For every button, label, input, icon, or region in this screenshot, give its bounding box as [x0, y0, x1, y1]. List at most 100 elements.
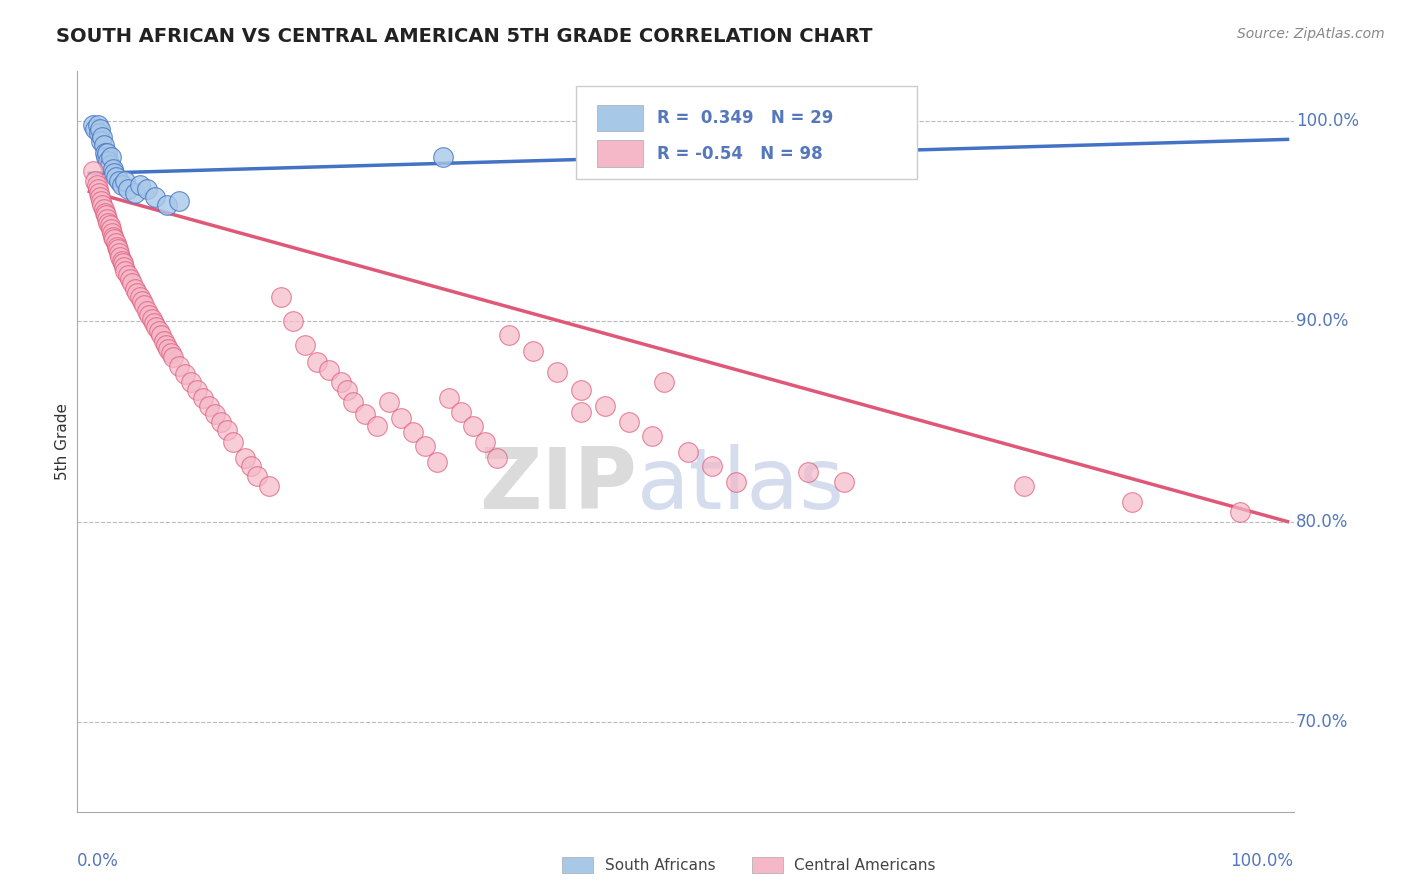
Point [97, 154, 120, 169]
Point [94, 209, 117, 223]
Point [117, 182, 139, 196]
Point [84, 122, 107, 136]
Text: atlas: atlas [637, 444, 845, 527]
Point [145, 320, 167, 334]
Point [522, 344, 544, 359]
Point [485, 450, 508, 465]
Point [157, 343, 180, 357]
Text: ZIP: ZIP [479, 444, 637, 527]
Point [305, 354, 328, 368]
Point [107, 243, 129, 257]
Point [569, 404, 592, 418]
Point [198, 399, 221, 413]
Point [222, 434, 245, 449]
Point [281, 314, 304, 328]
Point [257, 478, 280, 492]
Point [131, 294, 153, 309]
Point [89, 190, 111, 204]
Point [138, 309, 160, 323]
Text: R = -0.54   N = 98: R = -0.54 N = 98 [658, 145, 823, 162]
FancyBboxPatch shape [576, 87, 917, 178]
Point [128, 290, 150, 304]
Point [832, 475, 855, 489]
Text: 90.0%: 90.0% [1296, 312, 1348, 330]
Point [167, 194, 190, 209]
Point [174, 367, 197, 381]
Point [104, 170, 127, 185]
Text: 70.0%: 70.0% [1296, 713, 1348, 731]
Point [1121, 494, 1143, 508]
Point [641, 428, 664, 442]
Point [87, 127, 110, 141]
Point [1229, 505, 1251, 519]
Point [318, 362, 340, 376]
Point [233, 450, 256, 465]
Point [128, 178, 150, 193]
Point [155, 338, 177, 352]
Point [546, 364, 568, 378]
Point [96, 146, 118, 161]
Y-axis label: 5th Grade: 5th Grade [55, 403, 70, 480]
Point [105, 240, 128, 254]
Point [498, 328, 520, 343]
Point [100, 150, 122, 164]
Point [432, 150, 454, 164]
Text: 100.0%: 100.0% [1230, 853, 1294, 871]
Point [797, 465, 820, 479]
Point [329, 375, 352, 389]
Point [366, 418, 388, 433]
Point [114, 174, 136, 188]
Point [98, 158, 121, 172]
Point [378, 394, 401, 409]
Text: R =  0.349   N = 29: R = 0.349 N = 29 [658, 109, 834, 127]
Point [437, 391, 460, 405]
Point [1012, 478, 1035, 492]
FancyBboxPatch shape [596, 104, 643, 131]
Point [100, 222, 122, 236]
Point [246, 468, 269, 483]
Point [461, 418, 484, 433]
Point [108, 174, 131, 188]
Point [217, 423, 239, 437]
Point [134, 298, 156, 312]
Point [98, 219, 121, 233]
Point [111, 254, 134, 268]
Point [152, 334, 174, 349]
Point [389, 410, 412, 425]
Point [108, 246, 131, 260]
Point [402, 425, 425, 439]
Point [84, 174, 107, 188]
Point [617, 415, 640, 429]
Point [93, 138, 115, 153]
Point [101, 227, 124, 241]
Point [114, 264, 136, 278]
Point [569, 383, 592, 397]
Point [110, 251, 132, 265]
Point [180, 375, 202, 389]
Point [167, 359, 190, 373]
Point [725, 475, 748, 489]
Point [474, 434, 496, 449]
Point [141, 312, 163, 326]
Point [593, 399, 616, 413]
Point [143, 190, 166, 204]
Text: 0.0%: 0.0% [77, 853, 120, 871]
Point [135, 182, 157, 196]
Point [768, 135, 790, 149]
Point [87, 186, 110, 201]
Point [90, 135, 112, 149]
Point [336, 383, 359, 397]
Text: Source: ZipAtlas.com: Source: ZipAtlas.com [1237, 27, 1385, 41]
Point [156, 198, 179, 212]
Point [82, 164, 104, 178]
Point [117, 268, 139, 283]
Point [209, 415, 232, 429]
Point [96, 212, 118, 227]
Text: Central Americans: Central Americans [794, 858, 936, 872]
Point [103, 232, 125, 246]
Point [135, 304, 157, 318]
Point [450, 404, 472, 418]
Point [270, 290, 292, 304]
Point [86, 178, 108, 193]
Point [112, 260, 135, 275]
